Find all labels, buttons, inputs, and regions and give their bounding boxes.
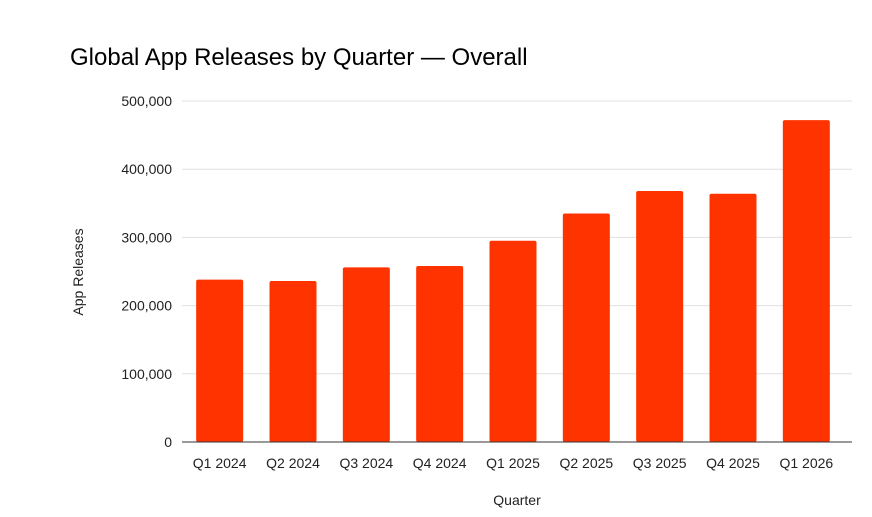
y-tick-label: 100,000 (121, 366, 172, 382)
y-tick-label: 400,000 (121, 161, 172, 177)
x-tick-label: Q4 2025 (706, 455, 760, 471)
bar (416, 266, 464, 442)
bar (489, 240, 537, 442)
bar (562, 213, 610, 442)
x-tick-label: Q2 2025 (559, 455, 613, 471)
bar (342, 267, 390, 442)
x-tick-label: Q2 2024 (266, 455, 320, 471)
x-tick-label: Q1 2025 (486, 455, 540, 471)
bar (709, 193, 757, 442)
x-axis-ticks: Q1 2024 Q2 2024 Q3 2024 Q4 2024 Q1 2025 Q2 20… (193, 455, 834, 471)
bar (196, 279, 244, 442)
y-tick-label: 200,000 (121, 298, 172, 314)
x-tick-label: Q1 2024 (193, 455, 247, 471)
y-tick-label: 500,000 (121, 93, 172, 109)
y-tick-label: 300,000 (121, 229, 172, 245)
bars (196, 120, 830, 442)
chart-title: Global App Releases by Quarter — Overall (70, 44, 528, 71)
x-axis-title: Quarter (493, 492, 541, 508)
y-axis-title: App Releases (70, 228, 86, 315)
x-tick-label: Q3 2024 (339, 455, 393, 471)
x-tick-label: Q4 2024 (413, 455, 467, 471)
x-tick-label: Q1 2026 (779, 455, 833, 471)
bar (782, 120, 830, 442)
x-tick-label: Q3 2025 (633, 455, 687, 471)
bar (269, 281, 317, 442)
y-axis-ticks: 0 100,000 200,000 300,000 400,000 500,000 (121, 93, 172, 450)
y-tick-label: 0 (164, 434, 172, 450)
bar (636, 191, 684, 442)
